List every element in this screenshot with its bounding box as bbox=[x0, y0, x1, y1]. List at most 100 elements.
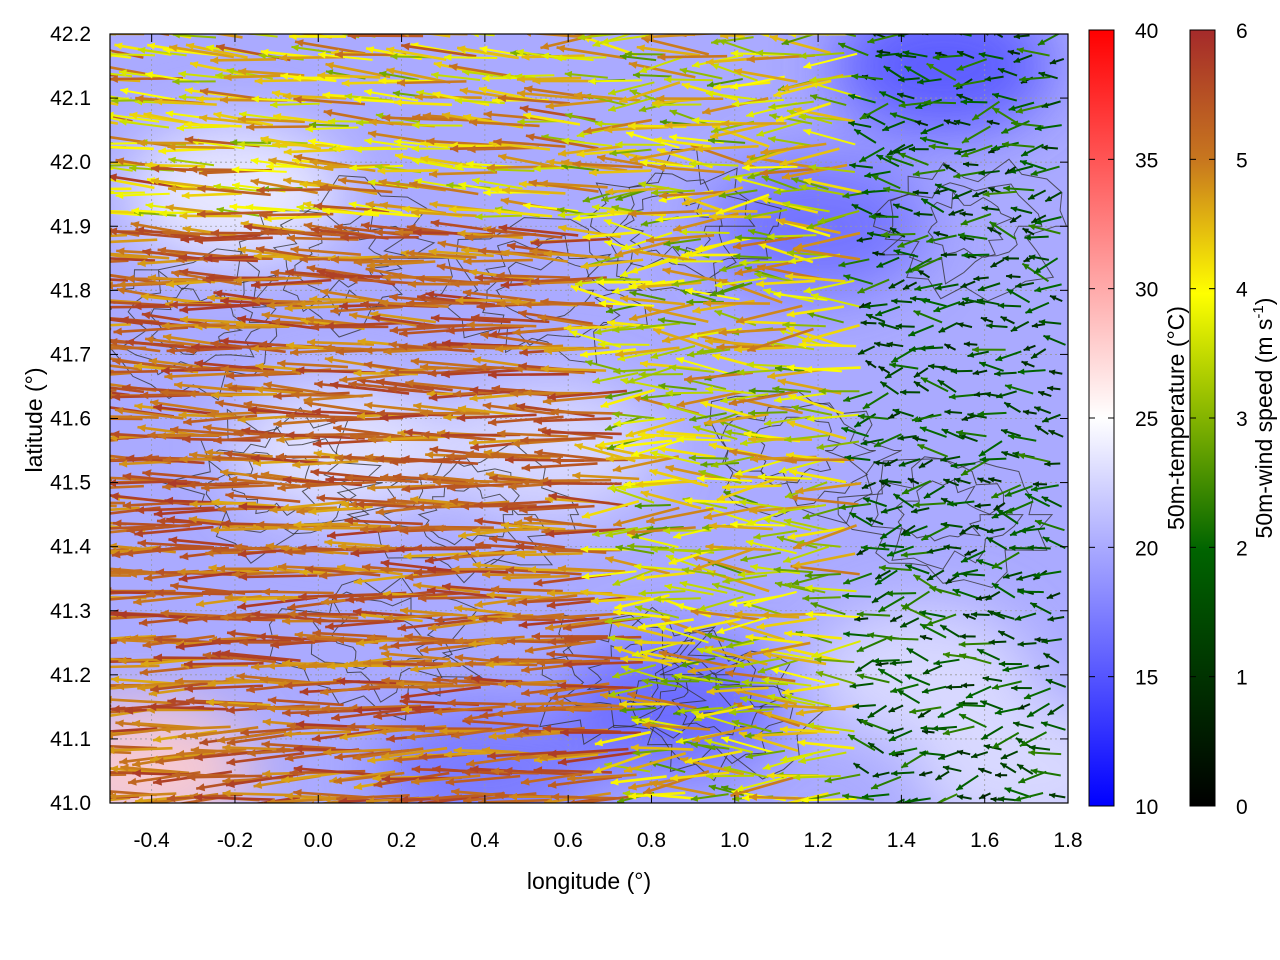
wind-arrow bbox=[889, 660, 913, 666]
wind-arrow bbox=[503, 766, 582, 777]
wind-arrow-head bbox=[757, 667, 766, 674]
plot-area: -0.4 -0.2 0.0 0.2 0.4 0.6 0.8 1.0 1.2 1.4 1.6 1.841… bbox=[37, 23, 1082, 852]
wind-arrow-head bbox=[704, 738, 713, 746]
wind-arrow-head bbox=[942, 765, 950, 772]
wind-arrow bbox=[1004, 787, 1032, 798]
wind-arrow-head bbox=[684, 757, 693, 765]
wind-arrow-head bbox=[115, 682, 125, 691]
wind-arrow-head bbox=[560, 728, 569, 737]
wind-arrow-head bbox=[957, 794, 964, 800]
wind-arrow-head bbox=[327, 662, 336, 670]
wind-arrow-head bbox=[308, 661, 317, 669]
wind-arrow-head bbox=[37, 568, 45, 576]
wind-arrow bbox=[958, 653, 992, 665]
wind-arrow-shaft bbox=[120, 765, 190, 775]
wind-arrow-head bbox=[982, 675, 990, 682]
wind-arrow-shaft bbox=[110, 771, 111, 774]
wind-arrow-head bbox=[55, 655, 63, 663]
wind-arrow-shaft bbox=[248, 705, 321, 709]
wind-arrow-head bbox=[921, 687, 929, 694]
wind-arrow bbox=[1000, 750, 1019, 760]
wind-arrow-shaft bbox=[110, 726, 174, 737]
wind-arrow-head bbox=[857, 673, 865, 680]
wind-arrow bbox=[226, 751, 305, 766]
wind-arrow bbox=[767, 693, 816, 707]
wind-arrow-shaft bbox=[798, 343, 857, 348]
wind-arrow-head bbox=[101, 528, 110, 536]
wind-arrow bbox=[660, 677, 700, 685]
wind-arrow-head bbox=[96, 336, 105, 344]
wind-arrow bbox=[998, 660, 1022, 667]
wind-arrow bbox=[186, 773, 263, 782]
wind-arrow bbox=[110, 726, 174, 739]
wind-arrow-head bbox=[478, 798, 487, 803]
wind-arrow-head bbox=[1017, 764, 1024, 771]
wind-arrow-head bbox=[995, 772, 1001, 778]
wind-arrow-head bbox=[479, 711, 489, 720]
wind-arrow-head bbox=[295, 720, 305, 729]
wind-arrow-shaft bbox=[741, 681, 789, 686]
wind-arrow-shaft bbox=[110, 327, 112, 331]
wind-arrow-head bbox=[100, 609, 109, 617]
wind-arrow bbox=[110, 457, 116, 461]
wind-arrow bbox=[852, 762, 870, 775]
wind-arrow-head bbox=[97, 713, 106, 721]
wind-arrow-shaft bbox=[770, 667, 826, 684]
wind-arrow-head bbox=[539, 753, 548, 762]
wind-arrow-head bbox=[353, 706, 363, 715]
wind-arrow-shaft bbox=[781, 682, 840, 695]
wind-arrow-head bbox=[39, 587, 47, 595]
wind-arrow-head bbox=[262, 718, 271, 726]
wind-arrow bbox=[896, 689, 921, 704]
wind-arrow-shaft bbox=[684, 499, 742, 504]
wind-arrow-head bbox=[938, 754, 946, 760]
wind-arrow-head bbox=[222, 789, 231, 798]
wind-arrow-head bbox=[85, 313, 94, 321]
wind-arrow-head bbox=[557, 757, 567, 766]
wind-arrow-head bbox=[110, 391, 113, 400]
wind-arrow-head bbox=[1043, 653, 1051, 659]
wind-arrow-shaft bbox=[783, 792, 829, 803]
wind-arrow-head bbox=[38, 646, 47, 654]
wind-arrow-head bbox=[132, 769, 141, 778]
wind-arrow-head bbox=[779, 702, 788, 710]
wind-arrow-head bbox=[443, 750, 452, 759]
wind-arrow bbox=[1042, 652, 1060, 664]
wind-arrow-shaft bbox=[110, 259, 112, 263]
wind-arrow-head bbox=[919, 809, 926, 815]
wind-arrow bbox=[216, 730, 287, 744]
wind-arrow bbox=[153, 653, 234, 662]
wind-arrow-head bbox=[175, 642, 185, 651]
wind-arrow-head bbox=[412, 705, 421, 714]
wind-arrow-head bbox=[933, 659, 941, 666]
wind-arrow bbox=[497, 679, 567, 688]
wind-arrow-head bbox=[610, 778, 619, 786]
wind-arrow bbox=[536, 658, 611, 667]
wind-arrow bbox=[253, 796, 301, 803]
wind-arrow-head bbox=[110, 731, 114, 739]
wind-arrow-head bbox=[550, 792, 560, 801]
wind-arrow bbox=[37, 568, 113, 576]
wind-arrow-head bbox=[184, 660, 193, 669]
wind-arrow-shaft bbox=[779, 748, 831, 762]
wind-arrow-shaft bbox=[547, 775, 623, 788]
wind-arrow-head bbox=[923, 668, 930, 675]
wind-arrow-head bbox=[433, 707, 443, 716]
terrain-contour bbox=[895, 478, 991, 542]
wind-arrow-head bbox=[679, 661, 688, 668]
wind-arrow bbox=[815, 670, 855, 685]
wind-arrow-head bbox=[451, 788, 460, 796]
wind-arrow bbox=[248, 703, 321, 712]
wind-arrow bbox=[739, 695, 786, 708]
wind-arrow bbox=[965, 685, 992, 699]
wind-arrow bbox=[999, 762, 1017, 774]
wind-arrow bbox=[162, 725, 231, 734]
wind-arrow-head bbox=[276, 745, 285, 754]
wind-arrow-head bbox=[447, 698, 456, 707]
wind-arrow-head bbox=[366, 723, 375, 732]
wind-arrow-head bbox=[731, 719, 740, 727]
wind-arrow-head bbox=[166, 794, 176, 803]
wind-arrow-shaft bbox=[225, 772, 305, 787]
wind-arrow-shaft bbox=[186, 774, 263, 779]
wind-arrow-shaft bbox=[761, 678, 812, 687]
